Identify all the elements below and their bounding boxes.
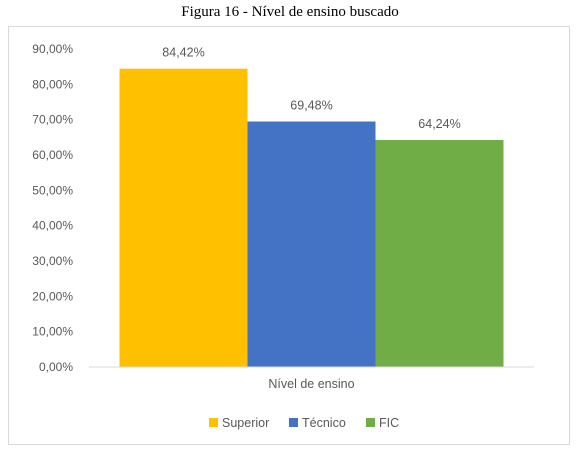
- y-tick-label: 40,00%: [32, 219, 73, 233]
- y-tick-label: 50,00%: [32, 183, 73, 197]
- x-axis-category-label: Nível de ensino: [268, 377, 354, 391]
- legend-swatch: [366, 418, 375, 427]
- y-axis: 0,00% 10,00% 20,00% 30,00% 40,00% 50,00% 60,00…: [32, 42, 73, 374]
- y-tick-label: 80,00%: [32, 77, 73, 91]
- y-tick-label: 60,00%: [32, 148, 73, 162]
- legend: Superior Técnico FIC: [209, 416, 399, 430]
- y-tick-label: 90,00%: [32, 42, 73, 56]
- bar-t-cnico: [247, 121, 376, 367]
- y-tick-label: 30,00%: [32, 254, 73, 268]
- bar-superior: [119, 68, 248, 367]
- chart-frame: 0,00% 10,00% 20,00% 30,00% 40,00% 50,00% 60,00…: [8, 26, 570, 445]
- bar-chart: 0,00% 10,00% 20,00% 30,00% 40,00% 50,00% 60,00…: [32, 42, 534, 430]
- figure-caption: Figura 16 - Nível de ensino buscado: [181, 4, 399, 20]
- y-tick-label: 70,00%: [32, 113, 73, 127]
- y-tick-label: 20,00%: [32, 289, 73, 303]
- data-label: 64,24%: [418, 117, 460, 131]
- data-label: 69,48%: [290, 99, 332, 113]
- legend-swatch: [289, 418, 298, 427]
- legend-label: Técnico: [302, 416, 346, 430]
- data-label: 84,42%: [162, 46, 204, 60]
- legend-label: Superior: [222, 416, 269, 430]
- bars: 84,42% 69,48% 64,24%: [119, 46, 504, 367]
- legend-label: FIC: [379, 416, 399, 430]
- bar-fic: [375, 140, 504, 367]
- y-tick-label: 10,00%: [32, 325, 73, 339]
- legend-swatch: [209, 418, 218, 427]
- y-tick-label: 0,00%: [39, 360, 73, 374]
